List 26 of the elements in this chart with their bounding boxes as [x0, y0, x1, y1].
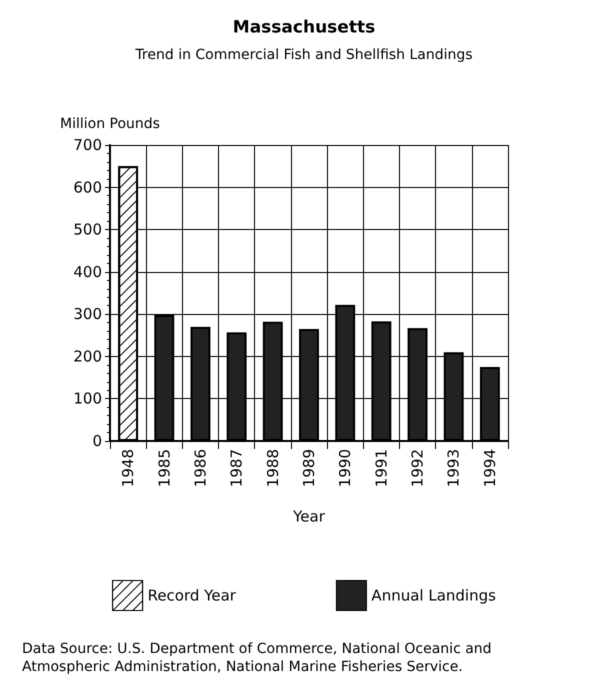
x-tick-label: 1987	[228, 449, 246, 488]
y-axis-title: Million Pounds	[60, 116, 160, 132]
legend-label: Annual Landings	[371, 586, 496, 604]
y-tick-label: 0	[92, 432, 102, 450]
x-tick-label: 1986	[191, 449, 210, 488]
x-tick-label: 1988	[264, 449, 282, 488]
source-note: Data Source: U.S. Department of Commerce, National Oceanic and Atmospheric Administration, National Marine Fisheries Service.	[22, 641, 492, 675]
x-axis-title: Year	[292, 508, 326, 526]
y-tick-label: 500	[73, 220, 102, 239]
y-tick-label: 600	[73, 178, 102, 196]
y-tick-label: 100	[73, 390, 102, 408]
x-tick-label: 1985	[155, 449, 174, 488]
y-tick-label: 300	[73, 305, 102, 324]
y-tick-label: 700	[73, 136, 102, 154]
x-tick-label: 1990	[336, 449, 354, 488]
x-tick-label: 1991	[372, 449, 390, 488]
chart-title: Massachusetts	[232, 18, 376, 38]
x-tick-label: 1948	[119, 449, 138, 488]
x-tick-label: 1992	[408, 449, 427, 488]
y-tick-label: 400	[73, 262, 102, 281]
x-tick-label: 1994	[480, 449, 499, 488]
legend-label: Record Year	[148, 586, 237, 604]
x-tick-label: 1989	[300, 449, 318, 488]
chart-subtitle: Trend in Commercial Fish and Shellfish Landings	[134, 47, 473, 63]
y-tick-label: 200	[73, 347, 102, 366]
x-tick-label: 1993	[444, 449, 463, 488]
